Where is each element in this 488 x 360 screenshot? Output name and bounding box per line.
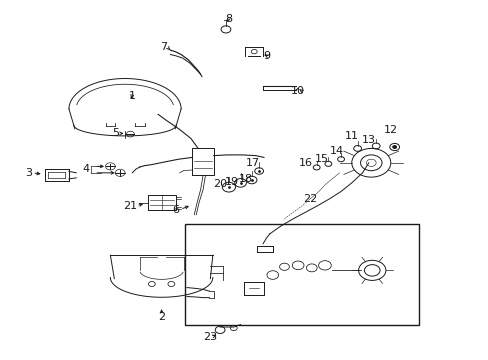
Text: 13: 13: [361, 135, 375, 145]
Text: 5: 5: [112, 129, 119, 138]
Text: 20: 20: [213, 179, 227, 189]
Text: 8: 8: [225, 14, 232, 24]
Text: 10: 10: [290, 86, 305, 96]
Text: 19: 19: [225, 177, 239, 187]
Bar: [184, 224, 418, 325]
Text: 3: 3: [25, 168, 32, 178]
Text: 17: 17: [246, 158, 260, 168]
Text: 16: 16: [298, 158, 312, 168]
Text: 22: 22: [303, 194, 317, 204]
Text: 9: 9: [263, 51, 269, 61]
Text: 14: 14: [329, 145, 344, 156]
Text: 1: 1: [128, 91, 136, 101]
Text: 18: 18: [238, 174, 252, 184]
Text: 7: 7: [160, 42, 167, 52]
Text: 23: 23: [203, 332, 217, 342]
Circle shape: [392, 145, 396, 148]
Text: 21: 21: [122, 201, 137, 211]
Text: 4: 4: [82, 164, 89, 174]
Text: 11: 11: [344, 131, 358, 141]
Text: 6: 6: [171, 206, 179, 216]
Text: 2: 2: [158, 312, 165, 322]
Text: 15: 15: [314, 154, 328, 164]
Text: 12: 12: [383, 125, 397, 135]
